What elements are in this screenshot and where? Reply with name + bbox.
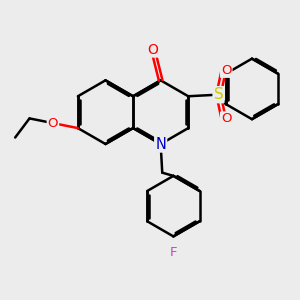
- Text: O: O: [221, 64, 232, 77]
- Text: O: O: [221, 112, 232, 125]
- Text: O: O: [147, 43, 158, 56]
- Text: O: O: [48, 117, 58, 130]
- Text: S: S: [214, 87, 224, 102]
- Text: N: N: [155, 136, 166, 152]
- Text: F: F: [170, 246, 177, 259]
